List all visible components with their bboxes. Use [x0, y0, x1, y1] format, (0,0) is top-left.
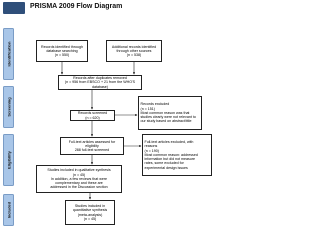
box-text: (n = 45) [83, 216, 97, 221]
box: Studies included in quantitative synthesi… [65, 200, 115, 225]
box: Additional records identified through oth… [106, 40, 162, 62]
box-text: 288 full-text screened [74, 148, 110, 153]
box-text: our study based on abstract/title [140, 119, 192, 124]
box-text: information but did not measure [144, 157, 196, 162]
box: Records excluded (n = 151) Most common rea… [138, 96, 202, 130]
box-text: (n = 45) [72, 172, 86, 177]
box-text: Full-text articles assessed for eligibil… [68, 139, 116, 148]
box: Records identified through database searc… [36, 40, 88, 62]
stage-label: Screening [3, 86, 14, 128]
box-text: Studies included in qualitative synthesi… [47, 168, 111, 173]
box-text: database searching [46, 48, 78, 53]
box-text: (n = 550) [54, 53, 70, 58]
box-text: through other sources [116, 48, 152, 53]
box-text: (n = 151) [140, 106, 155, 111]
box-text: studies clearly were not relevant to [140, 115, 196, 120]
box-text: addressed in the Discussion section [50, 185, 108, 190]
box: Records after duplicates removed (n = 956… [58, 75, 142, 90]
stage-label: Included [3, 194, 14, 226]
box-text: Records after duplicates removed [73, 76, 127, 81]
stage-label: Identification [3, 28, 14, 80]
box: Full-text articles excluded, with reasons… [142, 134, 212, 176]
box: Full-text articles assessed for eligibil… [60, 137, 124, 155]
box-text: rates, some excluded for [144, 161, 184, 166]
box: Records screened (n = 620) [70, 110, 115, 121]
box-text: (n = 620) [85, 115, 100, 120]
box: Studies included in qualitative synthesi… [36, 165, 122, 193]
box-text: experimental design issues [144, 165, 188, 170]
box-text: Studies included in [74, 203, 106, 208]
box-text: (meta-analysis) [77, 212, 103, 217]
arrows [60, 62, 142, 200]
box-text: reasons [144, 144, 158, 149]
box-text: Full-text articles excluded, with [144, 139, 194, 144]
box-text: In addition, a few reviews that were com… [50, 176, 108, 186]
stage-label: Eligibility [3, 134, 14, 186]
box-text: Most common reason was that [140, 110, 190, 115]
prisma-diagram: {"header": {"title": "PRISMA 2009 Flow D… [3, 2, 212, 226]
box-text: (n = 538) [126, 53, 142, 58]
title: PRISMA 2009 Flow Diagram [30, 3, 123, 10]
box-text: Records identified through [41, 44, 83, 49]
box-text: Records excluded [140, 102, 170, 107]
box-text: Records screened [77, 111, 108, 116]
box-text: (n = 190) [144, 148, 159, 153]
box-text: Additional records identified [111, 44, 157, 49]
box-text: quantitative synthesis [72, 208, 108, 213]
logo [3, 2, 25, 14]
box-text: (n = 956 from EBSCO + 21 from the WHO'S … [64, 80, 136, 89]
box-text: Most common reason: addressed [144, 152, 198, 157]
